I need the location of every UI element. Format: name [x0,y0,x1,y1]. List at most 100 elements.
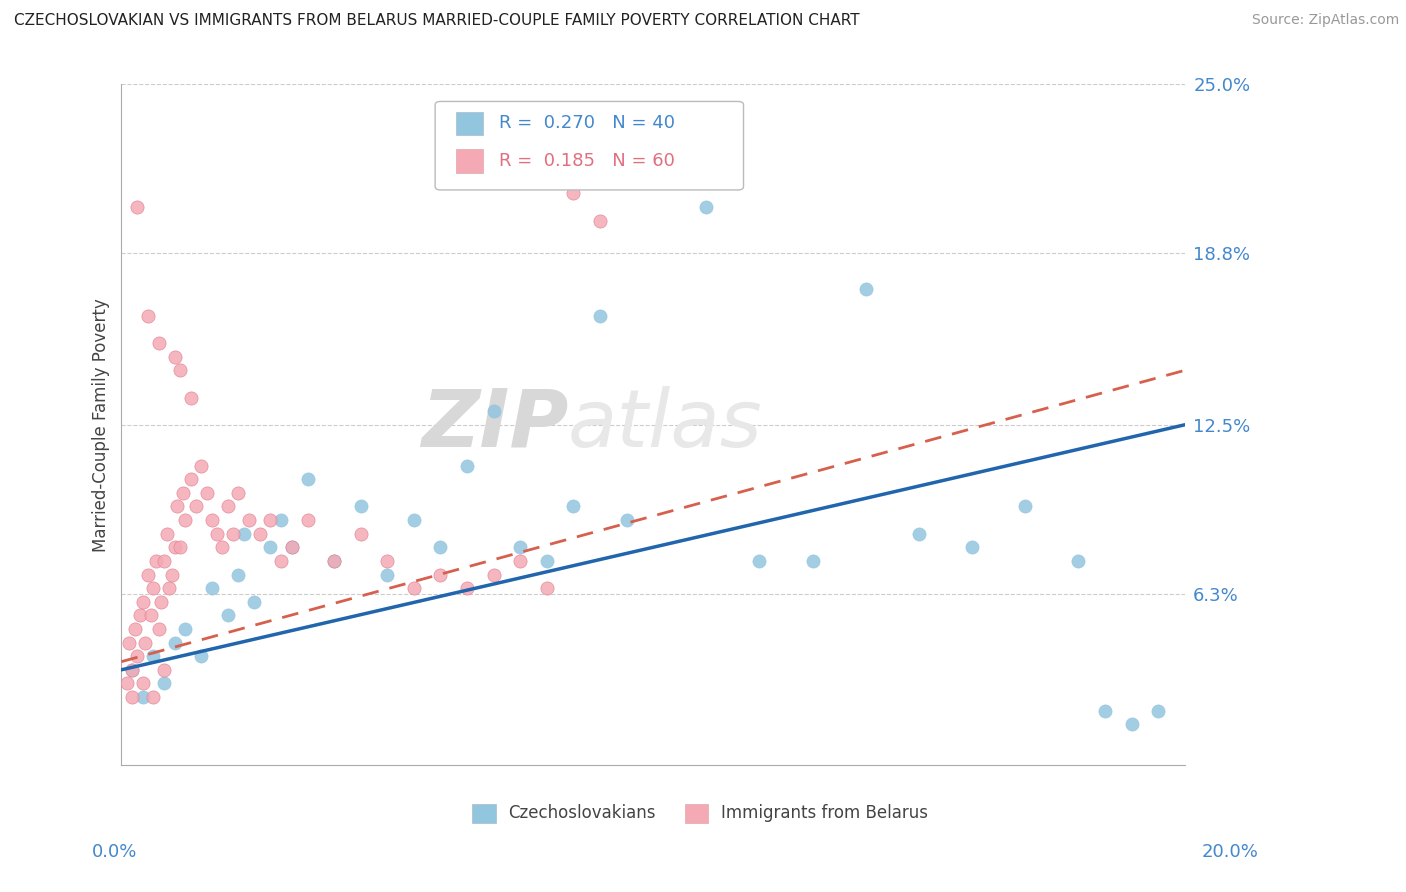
Point [190,649,212,664]
Point [429,567,451,582]
Point [142,581,165,595]
Point [153,676,176,690]
Point [131,690,153,704]
Point [201,513,224,527]
Point [115,676,138,690]
Point [536,554,558,568]
Point [238,513,260,527]
Point [562,500,585,514]
Point [616,513,638,527]
Point [270,554,292,568]
Point [589,213,612,227]
Point [217,500,239,514]
Point [429,541,451,555]
Point [350,526,373,541]
Point [643,172,665,186]
Text: CZECHOSLOVAKIAN VS IMMIGRANTS FROM BELARUS MARRIED-COUPLE FAMILY POVERTY CORRELA: CZECHOSLOVAKIAN VS IMMIGRANTS FROM BELAR… [14,13,859,29]
Point [148,622,170,636]
Point [960,541,983,555]
Point [131,595,153,609]
Point [748,554,770,568]
Point [297,513,319,527]
Bar [457,149,484,173]
Point [129,608,152,623]
Point [280,541,302,555]
Point [157,581,180,595]
Point [908,526,931,541]
Point [160,567,183,582]
Point [217,608,239,623]
Point [153,663,176,677]
Point [180,391,202,405]
Bar [685,804,709,823]
Point [136,567,159,582]
Point [1121,717,1143,731]
Point [536,581,558,595]
Point [169,541,191,555]
Point [156,526,179,541]
Y-axis label: Married-Couple Family Poverty: Married-Couple Family Poverty [93,298,110,551]
Point [121,663,143,677]
Point [211,541,233,555]
Text: 0.0%: 0.0% [91,843,136,861]
Point [323,554,346,568]
Point [270,513,292,527]
Text: R =  0.185   N = 60: R = 0.185 N = 60 [499,152,675,169]
Point [562,186,585,201]
Point [243,595,266,609]
Bar [457,112,484,136]
Point [375,554,398,568]
Point [350,500,373,514]
Point [180,472,202,486]
Point [509,541,531,555]
Point [259,541,281,555]
Point [145,554,167,568]
Point [456,581,478,595]
Point [855,282,877,296]
Point [190,458,212,473]
Text: Immigrants from Belarus: Immigrants from Belarus [721,804,928,822]
Point [139,608,162,623]
Point [323,554,346,568]
Point [127,200,149,214]
Point [222,526,245,541]
Text: 20.0%: 20.0% [1202,843,1258,861]
Point [1094,704,1116,718]
Point [172,486,194,500]
Point [118,635,141,649]
Point [228,486,250,500]
Text: atlas: atlas [568,385,763,464]
Point [1147,704,1170,718]
Point [195,486,218,500]
Point [127,649,149,664]
Point [280,541,302,555]
Point [297,472,319,486]
Point [1067,554,1090,568]
Text: Czechoslovakians: Czechoslovakians [509,804,657,822]
Point [205,526,228,541]
Point [259,513,281,527]
Point [232,526,254,541]
Bar [472,804,496,823]
Point [166,500,188,514]
Point [695,200,717,214]
Point [402,581,425,595]
Point [163,350,186,364]
Point [148,336,170,351]
Point [249,526,271,541]
Point [131,676,153,690]
Point [375,567,398,582]
Point [124,622,146,636]
Point [142,690,165,704]
Point [169,363,191,377]
Point [1014,500,1036,514]
Text: R =  0.270   N = 40: R = 0.270 N = 40 [499,114,675,132]
Point [121,663,143,677]
Point [228,567,250,582]
Text: ZIP: ZIP [420,385,568,464]
Point [801,554,824,568]
Point [482,404,505,418]
Point [121,690,143,704]
Point [509,554,531,568]
Point [402,513,425,527]
